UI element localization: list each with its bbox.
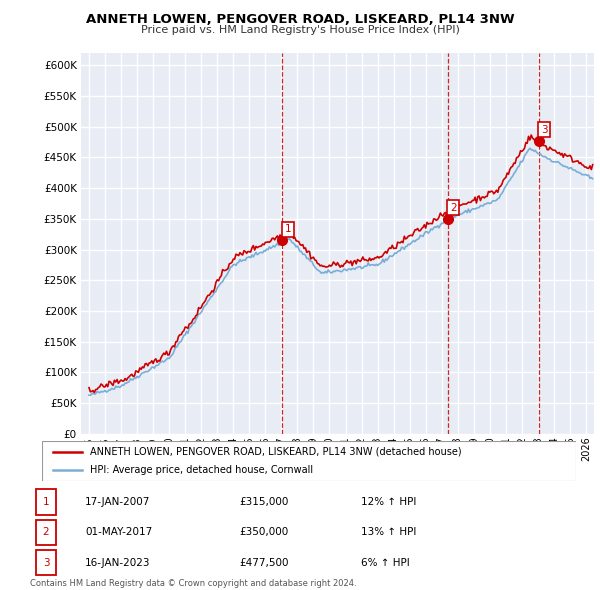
Text: ANNETH LOWEN, PENGOVER ROAD, LISKEARD, PL14 3NW (detached house): ANNETH LOWEN, PENGOVER ROAD, LISKEARD, P…: [90, 447, 461, 457]
Text: 2: 2: [450, 203, 457, 213]
FancyBboxPatch shape: [42, 441, 576, 481]
Text: 12% ↑ HPI: 12% ↑ HPI: [361, 497, 416, 507]
Text: 1: 1: [284, 224, 291, 234]
Text: 2: 2: [43, 527, 49, 537]
FancyBboxPatch shape: [35, 520, 56, 545]
Text: 3: 3: [43, 558, 49, 568]
Text: 16-JAN-2023: 16-JAN-2023: [85, 558, 151, 568]
Text: 13% ↑ HPI: 13% ↑ HPI: [361, 527, 416, 537]
FancyBboxPatch shape: [35, 550, 56, 575]
FancyBboxPatch shape: [35, 490, 56, 515]
Text: ANNETH LOWEN, PENGOVER ROAD, LISKEARD, PL14 3NW: ANNETH LOWEN, PENGOVER ROAD, LISKEARD, P…: [86, 13, 514, 26]
Text: Price paid vs. HM Land Registry's House Price Index (HPI): Price paid vs. HM Land Registry's House …: [140, 25, 460, 35]
Text: 01-MAY-2017: 01-MAY-2017: [85, 527, 152, 537]
Text: 3: 3: [541, 124, 548, 135]
Text: 1: 1: [43, 497, 49, 507]
Text: £350,000: £350,000: [240, 527, 289, 537]
Text: HPI: Average price, detached house, Cornwall: HPI: Average price, detached house, Corn…: [90, 465, 313, 475]
Text: £477,500: £477,500: [240, 558, 289, 568]
Text: 6% ↑ HPI: 6% ↑ HPI: [361, 558, 410, 568]
Text: 17-JAN-2007: 17-JAN-2007: [85, 497, 151, 507]
Text: £315,000: £315,000: [240, 497, 289, 507]
Text: Contains HM Land Registry data © Crown copyright and database right 2024.
This d: Contains HM Land Registry data © Crown c…: [30, 579, 356, 590]
